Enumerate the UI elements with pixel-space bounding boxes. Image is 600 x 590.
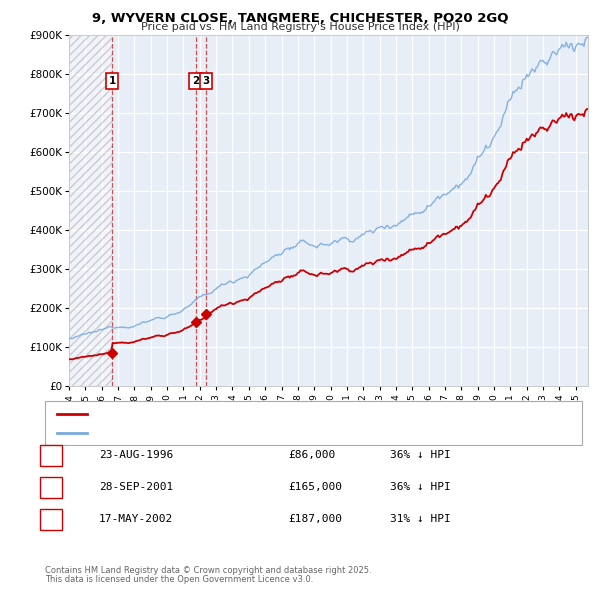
Text: 1: 1 (109, 76, 116, 86)
Text: £165,000: £165,000 (288, 483, 342, 492)
Text: 2: 2 (192, 76, 199, 86)
Text: 3: 3 (47, 514, 55, 524)
Text: 36% ↓ HPI: 36% ↓ HPI (390, 451, 451, 460)
Text: 9, WYVERN CLOSE, TANGMERE, CHICHESTER, PO20 2GQ: 9, WYVERN CLOSE, TANGMERE, CHICHESTER, P… (92, 12, 508, 25)
Text: HPI: Average price, detached house, Chichester: HPI: Average price, detached house, Chic… (93, 428, 326, 438)
Text: 28-SEP-2001: 28-SEP-2001 (99, 483, 173, 492)
Text: £86,000: £86,000 (288, 451, 335, 460)
Text: 1: 1 (47, 451, 55, 460)
Text: 31% ↓ HPI: 31% ↓ HPI (390, 514, 451, 524)
Text: Price paid vs. HM Land Registry's House Price Index (HPI): Price paid vs. HM Land Registry's House … (140, 22, 460, 32)
Text: 36% ↓ HPI: 36% ↓ HPI (390, 483, 451, 492)
Text: Contains HM Land Registry data © Crown copyright and database right 2025.: Contains HM Land Registry data © Crown c… (45, 566, 371, 575)
Text: 2: 2 (47, 483, 55, 492)
Text: This data is licensed under the Open Government Licence v3.0.: This data is licensed under the Open Gov… (45, 575, 313, 584)
Text: 23-AUG-1996: 23-AUG-1996 (99, 451, 173, 460)
Text: 3: 3 (202, 76, 209, 86)
Text: 9, WYVERN CLOSE, TANGMERE, CHICHESTER, PO20 2GQ (detached house): 9, WYVERN CLOSE, TANGMERE, CHICHESTER, P… (93, 409, 458, 418)
Text: £187,000: £187,000 (288, 514, 342, 524)
Text: 17-MAY-2002: 17-MAY-2002 (99, 514, 173, 524)
